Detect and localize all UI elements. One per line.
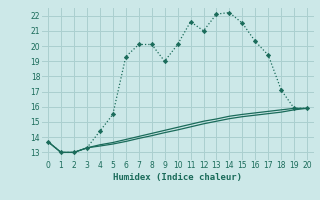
X-axis label: Humidex (Indice chaleur): Humidex (Indice chaleur) [113, 173, 242, 182]
